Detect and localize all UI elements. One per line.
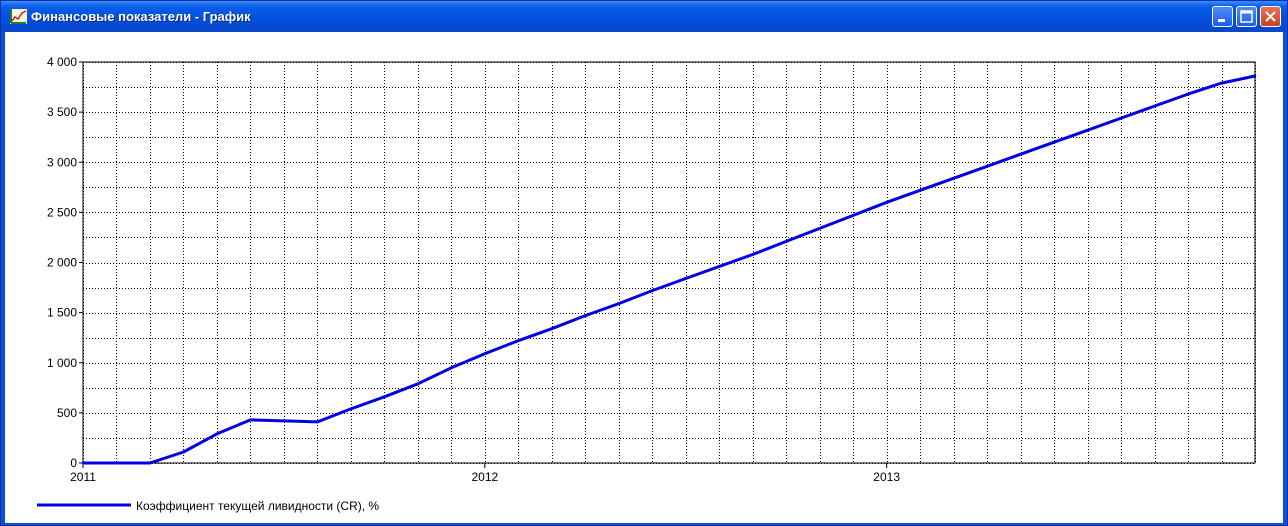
title-bar[interactable]: Финансовые показатели - График: [1, 1, 1287, 32]
close-button[interactable]: [1260, 6, 1281, 27]
data-point: [651, 289, 654, 292]
minimize-button[interactable]: [1212, 6, 1233, 27]
data-point: [1052, 141, 1056, 144]
data-point: [416, 382, 420, 386]
data-point: [1119, 116, 1123, 120]
data-point: [885, 201, 888, 204]
data-point: [215, 432, 219, 436]
data-point: [1086, 128, 1089, 132]
y-tick-label: 500: [57, 406, 77, 420]
data-point: [684, 277, 687, 280]
data-point: [349, 407, 353, 411]
data-point: [818, 227, 821, 230]
y-tick-label: 3 500: [47, 105, 77, 119]
data-point: [115, 461, 118, 465]
minimize-icon: [1218, 19, 1225, 22]
data-point: [450, 366, 453, 369]
maximize-button[interactable]: [1236, 6, 1257, 27]
data-point: [182, 450, 185, 454]
data-point: [81, 461, 85, 465]
chart-icon: [10, 9, 27, 24]
y-tick-label: 3 000: [47, 155, 77, 169]
x-tick-label: 2011: [70, 470, 96, 484]
y-tick-label: 1 500: [47, 306, 77, 320]
data-point: [1220, 81, 1223, 85]
y-tick-label: 2 000: [47, 256, 77, 270]
y-tick-label: 1 000: [47, 356, 77, 370]
data-point: [851, 214, 855, 217]
data-point: [785, 240, 788, 243]
data-point: [383, 395, 386, 399]
data-point: [1186, 92, 1190, 96]
data-point: [952, 177, 955, 180]
data-point: [985, 165, 989, 168]
data-point: [148, 461, 152, 465]
maximize-icon: [1240, 10, 1253, 23]
data-point: [550, 327, 553, 330]
line-chart: 0 500 1 000 1 500 2 000 2 500 3 000 3 500 4 000 2…: [37, 55, 1257, 513]
data-point: [1019, 153, 1022, 156]
series-line: [83, 74, 1256, 465]
data-point: [1153, 104, 1156, 108]
data-point: [918, 189, 922, 192]
data-point: [483, 352, 487, 355]
close-icon: [1265, 11, 1276, 22]
x-tick-label: 2013: [873, 470, 900, 484]
x-tick-label: 2012: [471, 470, 498, 484]
y-tick-label: 0: [70, 456, 77, 470]
y-tick-label: 2 500: [47, 205, 77, 219]
chart-area: 0 500 1 000 1 500 2 000 2 500 3 000 3 500 4 000 2…: [5, 32, 1283, 523]
data-point: [249, 418, 252, 422]
data-point: [617, 302, 620, 305]
y-tick-label: 4 000: [47, 55, 77, 69]
data-point: [282, 419, 286, 423]
data-point: [584, 314, 587, 317]
legend-label: Коэффициент текущей ливидности (CR), %: [136, 499, 379, 513]
window-title: Финансовые показатели - График: [31, 9, 251, 24]
data-point: [751, 253, 754, 256]
data-point: [316, 420, 319, 424]
data-point: [517, 339, 520, 342]
data-point: [1253, 74, 1257, 78]
plot-frame: [82, 61, 1256, 464]
data-point: [718, 265, 721, 268]
